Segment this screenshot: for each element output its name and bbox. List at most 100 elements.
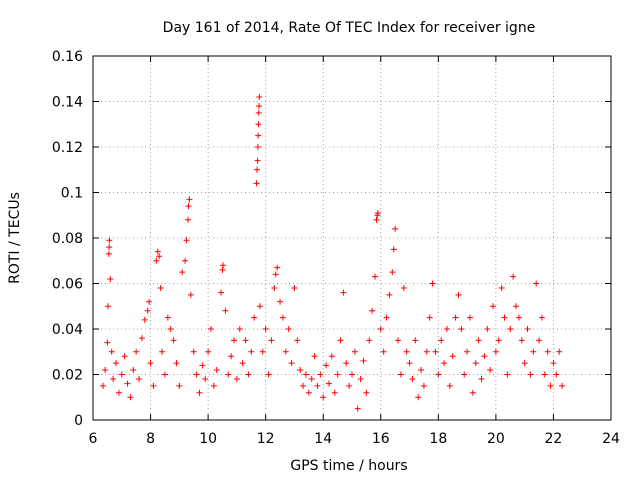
- data-point: [115, 389, 122, 396]
- data-point: [213, 366, 220, 373]
- data-point: [351, 348, 358, 355]
- data-point: [146, 298, 153, 305]
- data-point: [406, 360, 413, 367]
- data-point: [147, 360, 154, 367]
- data-point: [487, 366, 494, 373]
- data-point: [314, 382, 321, 389]
- data-point: [255, 109, 262, 116]
- data-point: [285, 326, 292, 332]
- data-point: [294, 337, 301, 344]
- data-point: [455, 291, 462, 298]
- data-point: [255, 132, 262, 139]
- data-point: [481, 353, 488, 360]
- data-point: [374, 209, 381, 216]
- data-point: [302, 371, 309, 378]
- data-point: [225, 371, 232, 378]
- data-point: [328, 353, 335, 360]
- data-point: [154, 248, 161, 255]
- data-point: [136, 376, 143, 383]
- data-point: [452, 314, 459, 321]
- data-point: [300, 382, 307, 389]
- data-point: [466, 314, 473, 321]
- data-point: [541, 371, 548, 378]
- data-point: [150, 382, 157, 389]
- data-point: [159, 348, 166, 355]
- data-point: [164, 314, 171, 321]
- data-point: [372, 273, 379, 280]
- data-point: [254, 157, 261, 164]
- data-point: [547, 382, 554, 389]
- data-point: [412, 337, 419, 344]
- data-point: [349, 371, 355, 378]
- x-tick-label: 14: [314, 431, 332, 447]
- axis-ticks: 6 8 10 12 14 16 18 20 22 24 0 0.02 0.04 0.06 0.08 0.1 0.…: [52, 49, 620, 447]
- data-point: [357, 376, 364, 383]
- data-point: [510, 273, 517, 280]
- data-point: [325, 380, 332, 387]
- data-point: [231, 337, 238, 344]
- data-point: [104, 303, 111, 310]
- data-point: [484, 326, 491, 332]
- data-point: [513, 303, 520, 310]
- data-point: [550, 360, 557, 367]
- data-point: [288, 360, 295, 367]
- data-point: [254, 144, 261, 150]
- data-point: [105, 250, 112, 257]
- data-point: [176, 382, 183, 389]
- data-point: [527, 371, 534, 378]
- data-point: [182, 257, 189, 264]
- data-point: [308, 376, 315, 383]
- data-point: [277, 298, 284, 305]
- y-tick-label: 0.04: [52, 322, 83, 338]
- data-point: [113, 360, 120, 367]
- data-point: [254, 166, 261, 173]
- data-point: [423, 348, 430, 355]
- data-point: [104, 339, 111, 346]
- data-point: [386, 291, 393, 298]
- data-point: [259, 348, 266, 355]
- data-point: [530, 348, 537, 355]
- data-point: [403, 348, 410, 355]
- data-point: [461, 371, 468, 378]
- data-point: [274, 264, 281, 271]
- data-point: [242, 337, 249, 344]
- data-point: [346, 382, 353, 389]
- data-point: [320, 394, 327, 401]
- data-point: [199, 362, 206, 369]
- data-point: [187, 291, 194, 298]
- data-point: [429, 280, 436, 287]
- data-point: [533, 280, 540, 287]
- data-point: [458, 326, 465, 332]
- data-point: [108, 348, 115, 355]
- data-point: [256, 303, 263, 310]
- data-point: [409, 376, 416, 383]
- data-point: [538, 314, 545, 321]
- data-point: [157, 285, 164, 292]
- data-point: [380, 348, 387, 355]
- data-point: [245, 371, 252, 378]
- data-point: [272, 271, 279, 278]
- data-point: [107, 275, 114, 282]
- data-point: [337, 337, 344, 344]
- data-point: [501, 314, 508, 321]
- data-point: [507, 326, 514, 332]
- data-point: [464, 348, 471, 355]
- data-point: [193, 371, 200, 378]
- y-tick-label: 0.08: [52, 231, 83, 247]
- data-point: [360, 357, 367, 364]
- data-point: [138, 335, 145, 342]
- x-tick-label: 24: [602, 431, 620, 447]
- y-tick-label: 0.1: [61, 186, 83, 202]
- data-point: [110, 376, 117, 383]
- data-point: [472, 360, 479, 367]
- data-point: [524, 326, 531, 332]
- data-point: [291, 285, 298, 292]
- data-point: [141, 316, 148, 323]
- data-point: [498, 285, 505, 292]
- data-point: [397, 371, 404, 378]
- data-point: [334, 371, 341, 378]
- data-point: [183, 237, 190, 244]
- data-point: [377, 326, 384, 332]
- data-point: [311, 353, 318, 360]
